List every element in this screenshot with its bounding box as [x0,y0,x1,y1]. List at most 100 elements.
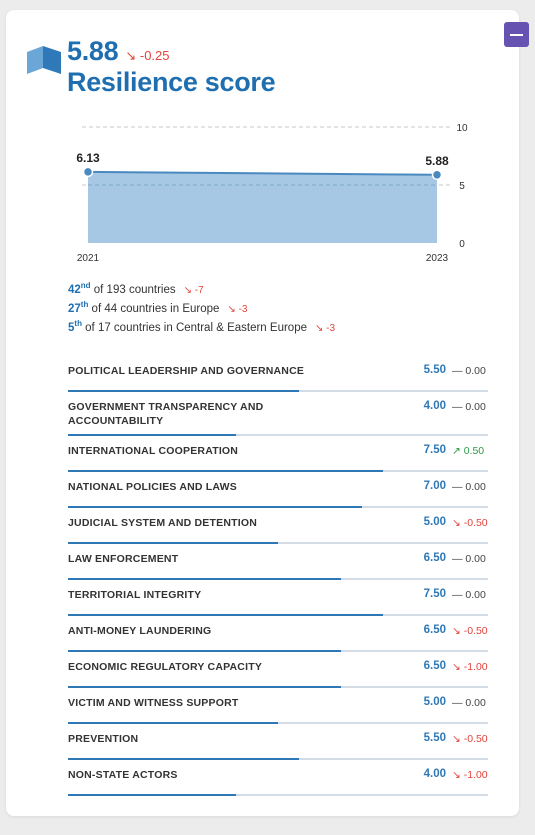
x-tick-label: 2021 [77,253,100,264]
indicator-row[interactable]: TERRITORIAL INTEGRITY 7.50 — 0.00 [68,580,488,616]
indicator-bar-fill [68,470,383,472]
data-label: 5.88 [425,154,449,168]
indicator-change: — 0.00 [452,553,486,565]
rank-suffix: th [80,300,89,309]
indicator-bar-fill [68,390,299,392]
indicator-value: 5.50 [423,732,446,744]
page-title: Resilience score [67,67,276,97]
indicator-name: GOVERNMENT TRANSPARENCY AND ACCOUNTABILI… [68,401,264,427]
indicator-bar-track [68,722,488,724]
rank-text: of 44 countries in Europe [88,302,220,315]
score-value: 5.88 [67,36,119,66]
score-delta: ↘ -0.25 [125,48,170,63]
rank-line: 27th of 44 countries in Europe ↘ -3 [68,295,335,315]
indicator-name: POLITICAL LEADERSHIP AND GOVERNANCE [68,365,305,377]
indicator-change: — 0.00 [452,365,486,377]
indicator-bar-track [68,578,488,580]
indicator-bar-track [68,686,488,688]
indicator-row[interactable]: PREVENTION 5.50 ↘ -0.50 [68,724,488,760]
collapse-button[interactable] [504,22,529,47]
indicator-row[interactable]: GOVERNMENT TRANSPARENCY AND ACCOUNTABILI… [68,392,488,436]
indicator-name: JUDICIAL SYSTEM AND DETENTION [68,517,257,529]
rank-line: 5th of 17 countries in Central & Eastern… [68,314,335,334]
indicator-value: 5.00 [423,696,446,708]
rank-suffix: th [74,319,82,328]
indicator-value: 7.50 [423,444,446,456]
series-line [87,170,438,176]
y-tick-label: 0 [459,239,465,250]
indicator-bar-fill [68,434,236,436]
indicator-bar-track [68,390,488,392]
indicator-bar-fill [68,758,299,760]
indicator-bar-track [68,758,488,760]
indicator-name: VICTIM AND WITNESS SUPPORT [68,697,239,709]
rank-delta: ↘ -3 [227,303,248,315]
indicator-value: 5.00 [423,516,446,528]
indicator-row[interactable]: LAW ENFORCEMENT 6.50 — 0.00 [68,544,488,580]
indicator-name: ECONOMIC REGULATORY CAPACITY [68,661,263,673]
indicator-bar-track [68,434,488,436]
indicator-change: ↘ -0.50 [452,517,488,529]
indicator-row[interactable]: INTERNATIONAL COOPERATION 7.50 ↗ 0.50 [68,436,488,472]
indicator-bar-fill [68,578,341,580]
indicator-change: — 0.00 [452,481,486,493]
indicator-value: 4.00 [423,768,446,780]
rank-list: 42nd of 193 countries ↘ -7 27th of 44 coun… [68,276,335,334]
indicator-value: 4.00 [423,400,446,412]
indicator-row[interactable]: POLITICAL LEADERSHIP AND GOVERNANCE 5.50 —… [68,356,488,392]
indicator-change: — 0.00 [452,697,486,709]
indicator-change: ↘ -1.00 [452,769,488,781]
indicator-change: — 0.00 [452,401,486,413]
indicator-bar-fill [68,722,278,724]
indicator-name: PREVENTION [68,733,139,745]
indicator-bar-track [68,506,488,508]
resilience-card [6,10,519,816]
indicator-bar-fill [68,794,236,796]
cube-icon [27,46,61,74]
indicator-value: 7.50 [423,588,446,600]
indicator-name: ANTI-MONEY LAUNDERING [68,625,212,637]
indicator-value: 6.50 [423,552,446,564]
y-tick-label: 10 [456,123,468,134]
indicator-name: TERRITORIAL INTEGRITY [68,589,202,601]
indicator-row[interactable]: ANTI-MONEY LAUNDERING 6.50 ↘ -0.50 [68,616,488,652]
indicator-row[interactable]: ECONOMIC REGULATORY CAPACITY 6.50 ↘ -1.00 [68,652,488,688]
data-point [431,169,443,181]
indicator-change: ↘ -0.50 [452,625,488,637]
indicator-list: POLITICAL LEADERSHIP AND GOVERNANCE 5.50 —… [68,356,488,796]
rank-delta: ↘ -7 [183,284,204,296]
indicator-change: ↘ -0.50 [452,733,488,745]
indicator-row[interactable]: VICTIM AND WITNESS SUPPORT 5.00 — 0.00 [68,688,488,724]
area-fill [88,171,437,243]
indicator-change: — 0.00 [452,589,486,601]
indicator-bar-track [68,542,488,544]
rank-position: 27 [68,302,81,315]
score-area-chart: 10 5 0 6.13 5.88 2021 2023 [76,123,468,264]
indicator-bar-track [68,470,488,472]
rank-line: 42nd of 193 countries ↘ -7 [68,276,335,296]
x-tick-label: 2023 [426,253,449,264]
indicator-name: NON-STATE ACTORS [68,769,178,781]
indicator-change: ↘ -1.00 [452,661,488,673]
indicator-bar-fill [68,650,341,652]
indicator-name: INTERNATIONAL COOPERATION [68,445,239,457]
indicator-bar-fill [68,686,341,688]
indicator-bar-fill [68,506,362,508]
indicator-row[interactable]: NATIONAL POLICIES AND LAWS 7.00 — 0.00 [68,472,488,508]
score-line: 5.88 ↘ -0.25 [67,36,170,67]
indicator-change: ↗ 0.50 [452,445,485,457]
indicator-bar-fill [68,542,278,544]
indicator-row[interactable]: NON-STATE ACTORS 4.00 ↘ -1.00 [68,760,488,796]
minus-icon [510,33,523,36]
indicator-value: 6.50 [423,660,446,672]
indicator-value: 7.00 [423,480,446,492]
indicator-name: LAW ENFORCEMENT [68,553,179,565]
indicator-value: 6.50 [423,624,446,636]
rank-position: 42 [68,283,81,296]
data-point [82,166,94,178]
indicator-row[interactable]: JUDICIAL SYSTEM AND DETENTION 5.00 ↘ -0.50 [68,508,488,544]
data-label: 6.13 [76,151,100,165]
rank-position: 5 [68,321,75,334]
indicator-bar-fill [68,614,383,616]
rank-suffix: nd [80,281,91,290]
